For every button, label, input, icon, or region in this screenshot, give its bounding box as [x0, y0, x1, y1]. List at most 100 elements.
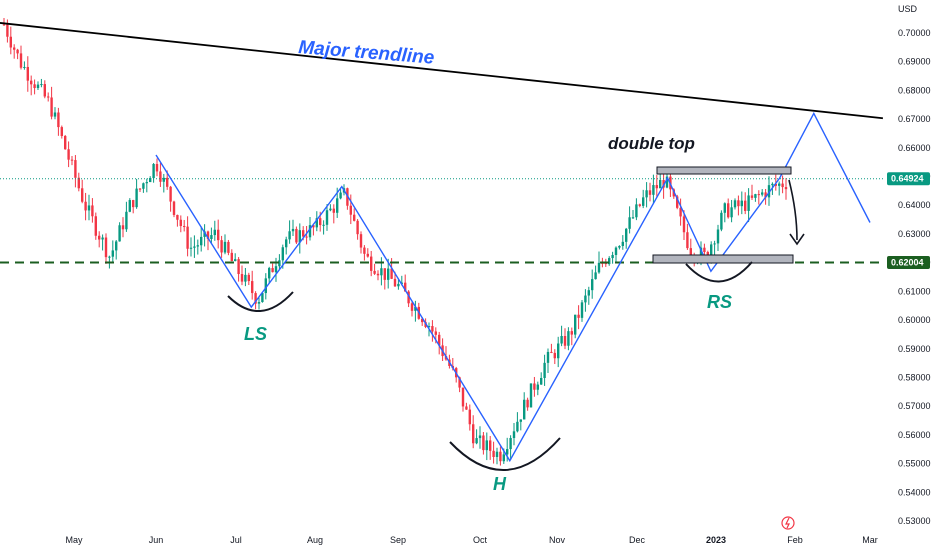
candle-body [516, 421, 519, 432]
head-arc [449, 437, 561, 471]
candle-body [149, 178, 152, 183]
candle-body [574, 314, 577, 335]
candle-body [70, 159, 74, 161]
major-trendline[interactable] [0, 22, 883, 120]
y-tick-label: 0.60000 [898, 315, 931, 325]
candle-body [237, 259, 240, 275]
candle-body [553, 352, 556, 359]
candles [2, 17, 788, 466]
candle-body [251, 281, 254, 294]
candle-body [43, 84, 46, 97]
candle-body [584, 295, 587, 303]
right-shoulder-arc [685, 261, 753, 283]
candle-body [57, 112, 60, 128]
candle-body [393, 278, 397, 287]
candle-body [135, 188, 138, 208]
candle-body [281, 247, 284, 261]
candle-body [295, 228, 298, 243]
candle-body [254, 293, 257, 304]
y-tick-label: 0.68000 [898, 85, 931, 95]
candle-body [108, 256, 111, 258]
candle-body [608, 258, 611, 265]
candle-body [193, 246, 196, 248]
candle-body [101, 237, 104, 240]
down-arrow-head-icon [789, 233, 805, 246]
candle-body [189, 247, 193, 249]
candle-body [247, 274, 250, 282]
candle-body [570, 331, 573, 335]
pattern-zigzag[interactable] [155, 111, 871, 463]
left-shoulder-arc [227, 291, 294, 312]
candle-body [118, 225, 121, 242]
candle-body [155, 164, 159, 172]
candle-body [390, 268, 393, 279]
candle-body [679, 207, 682, 217]
candle-body [53, 112, 57, 117]
candle-body [60, 127, 63, 137]
y-tick-label: 0.64000 [898, 200, 931, 210]
candle-body [465, 406, 468, 410]
candle-body [659, 179, 662, 189]
candle-body [322, 224, 325, 226]
candle-body [458, 377, 461, 388]
candle-body [710, 244, 713, 257]
candle-body [485, 440, 488, 451]
support-price-tag: 0.62004 [887, 256, 930, 270]
candle-body [220, 240, 223, 253]
candle-body [98, 235, 101, 240]
candle-body [104, 237, 108, 258]
candle-body [587, 290, 590, 296]
candle-body [472, 424, 475, 444]
current-price-value: 0.64924 [891, 174, 924, 184]
candle-body [383, 268, 386, 280]
candle-body [784, 187, 788, 190]
candle-body [774, 183, 777, 186]
head-label: H [493, 474, 507, 494]
candle-body [461, 387, 465, 407]
candle-body [625, 228, 628, 242]
candle-body [179, 219, 182, 227]
candle-body [750, 195, 754, 198]
candle-body [23, 66, 26, 68]
candle-body [227, 241, 230, 253]
candle-body [635, 204, 638, 218]
currency-label: USD [898, 4, 918, 14]
candle-body [152, 164, 155, 179]
candle-body [77, 177, 80, 189]
candle-body [274, 266, 278, 273]
candle-body [9, 36, 12, 48]
candle-body [298, 230, 301, 243]
candle-body [16, 49, 19, 54]
right-shoulder-label: RS [707, 292, 732, 312]
x-tick-label: Feb [787, 535, 803, 545]
candle-body [594, 272, 597, 280]
candle-body [145, 182, 148, 184]
candle-body [206, 231, 210, 239]
double-top-box[interactable] [656, 166, 792, 175]
x-tick-label: Dec [629, 535, 646, 545]
double-top-label: double top [608, 134, 695, 153]
y-axis[interactable]: 0.700000.690000.680000.670000.660000.650… [898, 28, 931, 526]
support-box[interactable] [652, 254, 794, 264]
candle-body [33, 84, 36, 89]
current-price-tag: 0.64924 [887, 172, 930, 186]
candle-body [121, 225, 125, 230]
x-tick-label: May [65, 535, 83, 545]
candle-body [305, 236, 308, 238]
candle-body [727, 203, 730, 218]
candle-body [13, 47, 16, 50]
candle-body [557, 343, 560, 359]
candle-body [47, 96, 50, 98]
candle-body [621, 241, 624, 247]
flash-icon[interactable] [781, 516, 795, 530]
candle-body [781, 183, 784, 188]
candle-body [240, 274, 244, 282]
candle-body [94, 216, 97, 236]
candle-body [506, 449, 509, 455]
candle-body [84, 201, 87, 211]
x-tick-label: Aug [307, 535, 323, 545]
y-tick-label: 0.67000 [898, 114, 931, 124]
candle-body [645, 190, 648, 198]
x-axis[interactable]: May Jun Jul Aug Sep Oct Nov Dec 2023 Feb Mar [65, 535, 877, 545]
